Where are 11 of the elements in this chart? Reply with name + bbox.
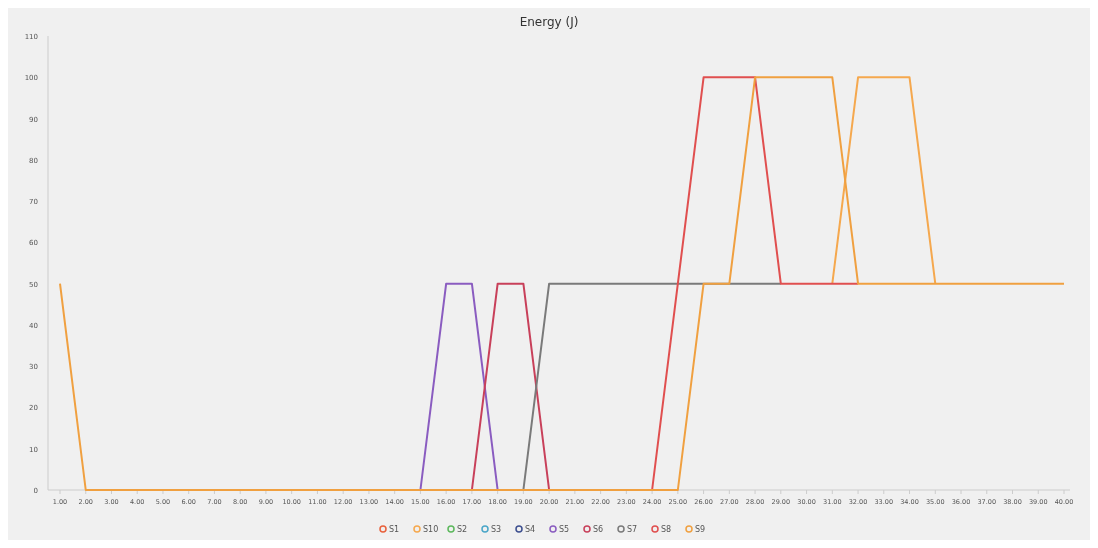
legend-label: S2 bbox=[457, 525, 468, 534]
legend-label: S4 bbox=[525, 525, 536, 534]
legend-label: S7 bbox=[627, 525, 638, 534]
legend-label: S3 bbox=[491, 525, 502, 534]
legend-label: S8 bbox=[661, 525, 672, 534]
legend-label: S5 bbox=[559, 525, 570, 534]
legend-label: S10 bbox=[423, 525, 439, 534]
chart-title: Energy (J) bbox=[519, 15, 579, 29]
legend-label: S9 bbox=[695, 525, 706, 534]
legend-label: S6 bbox=[593, 525, 604, 534]
legend-label: S1 bbox=[389, 525, 400, 534]
